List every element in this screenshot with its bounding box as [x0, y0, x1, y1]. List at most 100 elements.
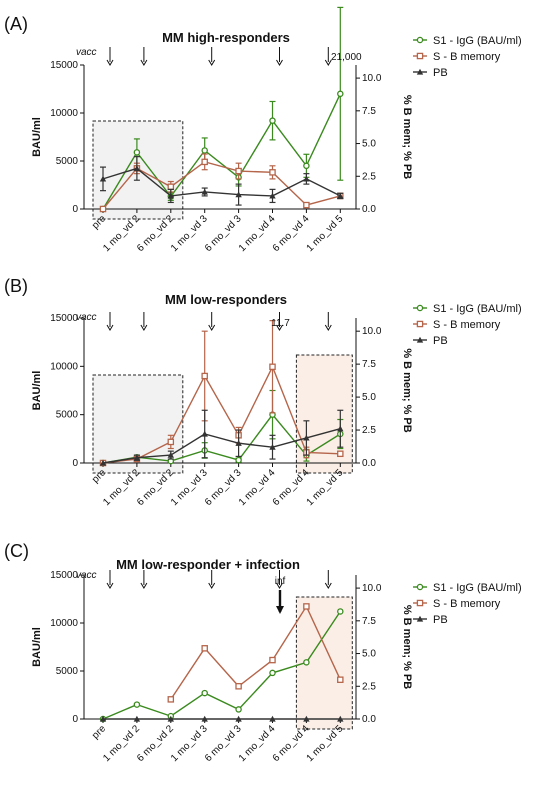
- data-point-bmem: [235, 167, 242, 175]
- vacc-arrow-head: [140, 324, 148, 331]
- legend-marker: [416, 68, 424, 75]
- data-point-bmem: [167, 696, 175, 703]
- legend-marker: [416, 583, 424, 591]
- data-point-bmem: [201, 645, 208, 652]
- vacc-label: vacc: [76, 312, 97, 323]
- series-line: [102, 93, 341, 210]
- data-point-pb: [133, 715, 141, 722]
- y-axis-label-left: BAU/ml: [31, 627, 43, 667]
- panel-label: (C): [4, 541, 29, 561]
- y-tick-label-left: 5000: [56, 410, 79, 421]
- vacc-arrow-head: [208, 59, 216, 66]
- legend-label: S - B memory: [433, 319, 501, 331]
- data-point-igg: [303, 659, 310, 666]
- data-point-bmem: [269, 169, 276, 176]
- data-point-pb: [99, 459, 107, 466]
- y-tick-label-left: 0: [72, 714, 78, 725]
- data-point-bmem: [201, 372, 208, 380]
- data-point-igg: [235, 706, 242, 713]
- data-point-igg: [337, 608, 344, 615]
- y-tick-label-left: 10000: [50, 361, 78, 372]
- data-point-bmem: [337, 676, 344, 683]
- vacc-arrow-head: [208, 324, 216, 331]
- y-tick-label-right: 2.5: [362, 171, 376, 182]
- data-point-igg: [133, 701, 141, 708]
- legend-marker: [416, 52, 424, 60]
- data-point-bmem: [167, 183, 175, 190]
- vacc-arrow-head: [276, 582, 283, 589]
- vacc-label: vacc: [76, 570, 97, 581]
- y-tick-label-right: 0.0: [362, 714, 376, 725]
- chart-title: MM high-responders: [162, 30, 290, 45]
- x-tick-label: pre: [90, 723, 108, 741]
- y-tick-label-right: 0.0: [362, 458, 376, 469]
- vacc-arrow-head: [106, 582, 114, 589]
- series-line: [102, 611, 341, 720]
- data-point-bmem: [269, 363, 276, 371]
- panel-label: (A): [4, 14, 28, 34]
- infection-arrow-head: [276, 606, 284, 614]
- legend-label: S - B memory: [433, 598, 501, 610]
- data-point-pb: [269, 192, 276, 199]
- data-point-bmem: [235, 683, 242, 690]
- y-tick-label-left: 5000: [56, 156, 79, 167]
- y-tick-label-right: 0.0: [362, 204, 376, 215]
- y-tick-label-left: 10000: [50, 108, 78, 119]
- data-point-igg: [303, 162, 310, 170]
- y-tick-label-left: 15000: [50, 313, 78, 324]
- data-point-pb: [201, 430, 208, 437]
- data-point-pb: [201, 188, 208, 195]
- vacc-arrow-head: [208, 582, 216, 589]
- chart-title: MM low-responder + infection: [116, 557, 300, 572]
- data-label: 11.7: [271, 318, 290, 329]
- legend-label: S1 - IgG (BAU/ml): [433, 582, 522, 594]
- legend-marker: [416, 304, 424, 312]
- data-point-bmem: [337, 450, 344, 458]
- data-label: 21,000: [331, 52, 362, 63]
- series-line: [102, 365, 341, 464]
- data-point-pb: [303, 434, 310, 441]
- y-axis-label-left: BAU/ml: [31, 371, 43, 411]
- y-tick-label-right: 10.0: [362, 73, 382, 84]
- legend-label: S - B memory: [433, 51, 501, 63]
- y-tick-label-right: 2.5: [362, 681, 376, 692]
- vacc-arrow-head: [276, 59, 283, 66]
- x-tick-label: 1 mo_vd 5: [305, 213, 346, 254]
- panel-1: (A) MM high-responders 0 5000 10000 15000 0.0 2…: [4, 6, 522, 254]
- y-tick-label-right: 7.5: [362, 359, 376, 370]
- vacc-arrow-head: [276, 324, 283, 331]
- vacc-label: vacc: [76, 47, 97, 58]
- data-point-pb: [337, 192, 344, 199]
- data-point-igg: [133, 149, 141, 156]
- legend-label: S1 - IgG (BAU/ml): [433, 303, 522, 315]
- y-tick-label-left: 0: [72, 458, 78, 469]
- data-point-pb: [201, 715, 208, 722]
- y-tick-label-left: 0: [72, 204, 78, 215]
- infection-label: inf: [275, 576, 286, 587]
- data-point-bmem: [167, 438, 175, 446]
- series-line: [102, 428, 341, 464]
- data-point-pb: [303, 175, 310, 182]
- vacc-arrow-head: [324, 582, 332, 589]
- panel-3: (C) MM low-responder + infection 0 5000 1000…: [4, 541, 522, 764]
- series-line: [102, 167, 341, 197]
- vacc-arrow-head: [106, 324, 114, 331]
- y-axis-label-right: % B mem; % PB: [401, 95, 413, 179]
- legend-marker: [416, 599, 424, 607]
- data-point-pb: [235, 715, 242, 722]
- panel-label: (B): [4, 276, 28, 296]
- series-line: [170, 604, 341, 700]
- data-point-igg: [235, 456, 242, 464]
- data-point-pb: [99, 175, 107, 182]
- legend-marker: [416, 36, 424, 44]
- y-tick-label-right: 7.5: [362, 616, 376, 627]
- legend-label: PB: [433, 67, 448, 79]
- data-point-pb: [303, 715, 310, 722]
- legend-label: PB: [433, 335, 448, 347]
- data-point-bmem: [303, 201, 310, 209]
- y-tick-label-right: 5.0: [362, 392, 376, 403]
- vacc-arrow-head: [140, 582, 148, 589]
- vacc-arrow-head: [106, 59, 114, 66]
- legend-label: S1 - IgG (BAU/ml): [433, 35, 522, 47]
- data-point-pb: [133, 165, 141, 172]
